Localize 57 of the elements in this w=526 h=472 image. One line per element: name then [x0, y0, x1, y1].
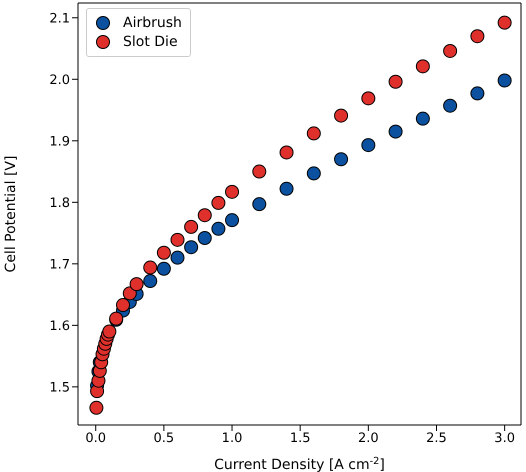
y-tick-label: 2.0 [49, 72, 70, 88]
y-tick-label: 1.5 [49, 380, 70, 396]
y-tick-label: 2.1 [49, 11, 70, 26]
point [361, 91, 376, 106]
point [280, 182, 294, 196]
point [361, 138, 376, 152]
point [306, 126, 321, 140]
y-tick-label: 1.7 [49, 257, 70, 272]
point [184, 220, 198, 234]
point [170, 232, 185, 247]
point [334, 108, 348, 123]
x-axis-title: Current Density [A cm$^{-2}$] [214, 456, 385, 472]
x-tick-label: 0.5 [154, 431, 174, 446]
point [156, 246, 171, 260]
x-tick-label: 1.5 [290, 431, 311, 446]
point [211, 196, 226, 210]
y-tick-label: 1.8 [49, 196, 70, 211]
y-tick-label: 1.9 [49, 134, 70, 150]
point [198, 208, 212, 222]
point [470, 86, 484, 100]
point [143, 260, 158, 275]
point [198, 230, 212, 245]
legend-label: Airbrush [123, 15, 182, 31]
point [143, 274, 158, 288]
y-tick-label: 1.6 [49, 318, 70, 334]
point [470, 29, 484, 44]
point [89, 400, 104, 415]
point [280, 145, 294, 160]
x-tick-label: 1.0 [222, 431, 242, 446]
y-axis-title: Cell Potential [V] [2, 156, 19, 272]
point [498, 74, 512, 88]
point [252, 164, 266, 179]
legend-label: Slot Die [123, 34, 178, 50]
point [388, 124, 403, 139]
x-tick-label: 2.5 [426, 431, 447, 446]
point [306, 166, 321, 180]
point [156, 262, 171, 276]
point [211, 222, 226, 236]
point [416, 112, 430, 126]
point [388, 74, 403, 89]
x-tick-label: 2.0 [358, 431, 379, 446]
point [334, 152, 348, 166]
point [443, 98, 458, 113]
point [416, 59, 430, 74]
point [130, 277, 144, 292]
point [225, 184, 240, 199]
point [252, 197, 266, 212]
point [498, 16, 512, 30]
point [170, 250, 185, 265]
point [102, 324, 116, 338]
point [122, 286, 137, 300]
point [184, 240, 198, 254]
point [443, 44, 458, 58]
x-tick-label: 0.0 [85, 431, 106, 446]
x-tick-label: 3.0 [494, 431, 515, 446]
point [225, 213, 240, 228]
point [116, 298, 130, 312]
